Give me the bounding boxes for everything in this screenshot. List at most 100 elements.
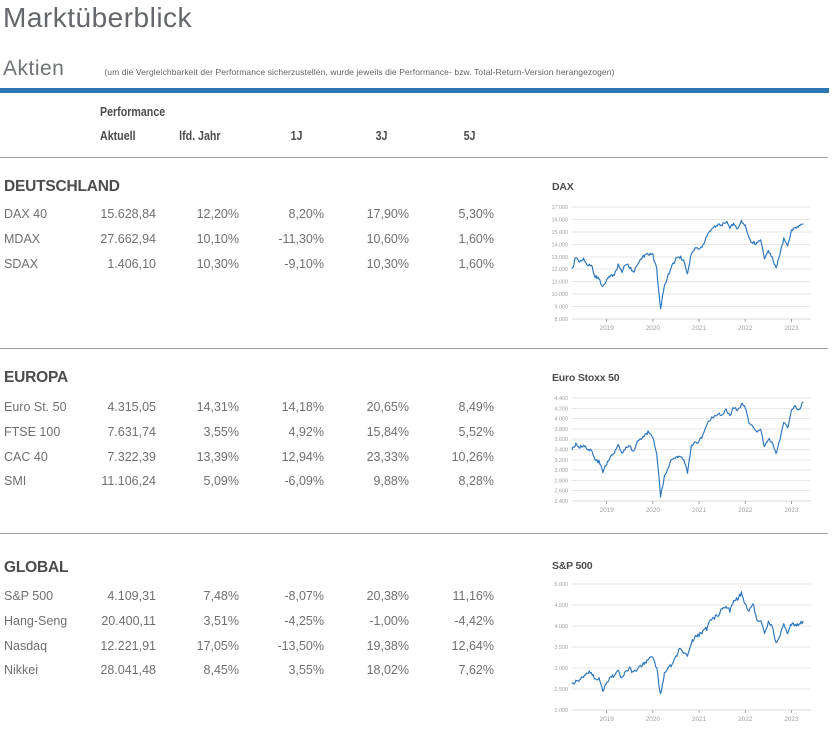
table-row: DAX 40 15.628,84 12,20% 8,20% 17,90% 5,30% [4,202,494,227]
row-value: 18,02% [366,663,409,678]
y-axis-label: 2.600 [555,489,569,495]
row-value: -6,09% [284,474,324,489]
row-value: 3,55% [288,663,324,678]
row-value: 7,62% [458,663,494,678]
table-column-headers: Aktuell lfd. Jahr 1J 3J 5J [4,128,490,143]
row-label: FTSE 100 [4,425,61,440]
x-axis-label: 2020 [646,507,661,514]
row-value: 28.041,48 [100,663,156,678]
chart-euro-stoxx-50: Euro Stoxx 50 2.400 2.600 2.800 3.000 3.200 3.… [543,363,831,519]
row-value: 14,31% [196,400,239,415]
x-axis-label: 2022 [738,716,753,723]
row-value: 5,52% [458,425,494,440]
row-value: 14,18% [281,400,324,415]
table-row: SDAX 1.406,10 10,30% -9,10% 10,30% 1,60% [4,251,494,276]
row-value: 3,55% [203,425,239,440]
chart-title: S&P 500 [552,560,593,572]
y-axis-label: 3.200 [555,458,569,464]
table-row: FTSE 100 7.631,74 3,55% 4,92% 15,84% 5,52% [4,420,494,445]
row-value: 1.406,10 [107,256,156,271]
row-value: 5,30% [458,207,494,222]
row-label: MDAX [4,232,41,247]
y-axis-label: 2.000 [555,708,569,714]
row-value: 15,84% [366,425,409,440]
column-header-3j: 3J [324,128,409,143]
row-value: 10,10% [196,232,239,247]
y-axis-label: 4.400 [555,396,569,402]
row-value: 10,30% [196,256,239,271]
y-axis-label: 2.400 [555,499,569,505]
row-value: -1,00% [369,614,409,629]
row-value: 8,45% [203,663,239,678]
row-value: 1,60% [458,232,494,247]
y-axis-label: 11.000 [552,280,568,286]
y-axis-label: 14.000 [552,242,569,248]
row-value: 23,33% [366,449,409,464]
chart-dax: DAX 8.000 9.000 10.000 11.000 12.000 13.000 14.… [543,176,831,336]
y-axis-label: 3.000 [555,666,569,672]
row-value: 8,28% [458,474,494,489]
column-header-label: 5J [463,128,475,143]
page-title: Marktüberblick [3,2,193,33]
y-axis-label: 3.800 [555,427,569,433]
row-value: 7,48% [203,589,239,604]
row-label: DAX 40 [4,207,48,222]
y-axis-label: 17.000 [552,205,569,211]
y-axis-label: 4.200 [555,406,569,412]
x-axis-label: 2019 [600,507,615,514]
table-row: Hang-Seng 20.400,11 3,51% -4,25% -1,00% -4,42… [4,609,494,634]
row-value: 27.662,94 [100,232,156,247]
row-value: 9,88% [373,474,409,489]
row-value: 10,60% [366,232,409,247]
row-value: 4.315,05 [107,400,156,415]
row-value: 5,09% [203,474,239,489]
row-value: 7.631,74 [107,425,156,440]
section-heading-europa: EUROPA [4,369,68,386]
y-axis-label: 5.000 [555,582,569,588]
y-axis-label: 16.000 [552,217,569,223]
x-axis-label: 2019 [600,325,615,332]
row-value: -9,10% [284,256,324,271]
y-axis-label: 3.500 [555,645,569,651]
y-axis-label: 8.000 [555,317,569,323]
row-label: SMI [4,474,27,489]
section-divider-line-1 [0,348,828,349]
row-label: Nikkei [4,663,39,678]
y-axis-label: 15.000 [552,230,569,236]
table-row: Nikkei 28.041,48 8,45% 3,55% 18,02% 7,62% [4,658,494,683]
y-axis-label: 3.000 [555,468,569,474]
section-divider-line-2 [0,533,828,534]
chart-canvas: 2.400 2.600 2.800 3.000 3.200 3.400 3.600 3.800… [555,396,811,514]
section-note: (um die Vergleichbarkeit der Performance… [104,67,615,77]
section-title: Aktien [3,57,65,80]
y-axis-label: 4.000 [555,624,569,630]
y-axis-label: 4.500 [555,603,569,609]
chart-title: Euro Stoxx 50 [552,372,620,384]
table-row: Nasdaq 12.221,91 17,05% -13,50% 19,38% 12,64% [4,633,494,658]
table-row: CAC 40 7.322,39 13,39% 12,94% 23,33% 10,26% [4,444,494,469]
x-axis-label: 2023 [784,716,799,723]
y-axis-label: 9.000 [555,305,569,311]
row-value: 20,65% [366,400,409,415]
row-value: 17,90% [366,207,409,222]
section-header: Aktien (um die Vergleichbarkeit der Perf… [3,57,615,81]
y-axis-label: 10.000 [552,292,569,298]
y-axis-label: 4.000 [555,417,569,423]
column-header-lfd-jahr: lfd. Jahr [156,128,239,143]
price-line [571,219,804,310]
row-value: 12,94% [281,449,324,464]
performance-group-header: Performance [100,104,166,119]
row-value: -4,42% [454,614,494,629]
section-heading-deutschland: DEUTSCHLAND [4,178,120,195]
column-header-aktuell: Aktuell [100,128,156,143]
x-axis-label: 2020 [646,325,661,332]
row-value: 11,16% [452,589,494,604]
row-value: -13,50% [277,638,324,653]
row-value: 19,38% [366,638,409,653]
row-value: -4,25% [284,614,324,629]
row-label: CAC 40 [4,449,48,464]
row-value: -8,07% [284,589,324,604]
row-label: Euro St. 50 [4,400,67,415]
header-divider-line [0,157,828,158]
row-value: 4,92% [288,425,324,440]
